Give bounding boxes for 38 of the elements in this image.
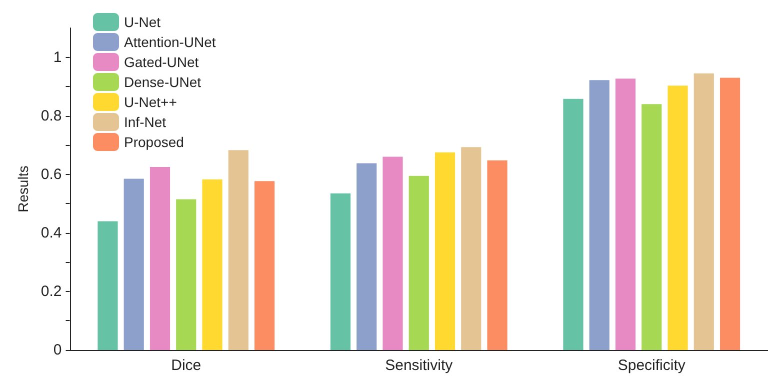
bar xyxy=(176,199,196,350)
y-tick-label: 0.4 xyxy=(40,224,62,242)
bar xyxy=(487,160,508,350)
legend-label: Inf-Net xyxy=(124,114,166,130)
legend-label: Proposed xyxy=(124,134,184,150)
x-tick-label: Dice xyxy=(171,357,202,374)
y-axis-title: Results xyxy=(15,166,31,212)
y-tick-label: 0 xyxy=(53,342,62,358)
bar xyxy=(589,80,610,350)
legend-label: Dense-UNet xyxy=(124,74,202,90)
bar xyxy=(615,78,636,350)
bar xyxy=(356,163,377,350)
legend-label: U-Net xyxy=(124,14,161,30)
y-tick-label: 1 xyxy=(53,48,62,66)
bar xyxy=(642,104,662,350)
bar xyxy=(228,150,248,350)
x-tick-label: Sensitivity xyxy=(385,357,454,374)
bar xyxy=(668,86,688,350)
bar xyxy=(694,73,714,350)
x-tick-label: Specificity xyxy=(618,357,686,374)
bar xyxy=(434,152,456,350)
legend-label: U-Net++ xyxy=(124,94,177,110)
bar xyxy=(563,98,584,350)
bar xyxy=(382,156,403,350)
bar xyxy=(124,178,144,350)
bar xyxy=(98,221,118,350)
bar xyxy=(150,167,170,350)
legend-label: Gated-UNet xyxy=(124,54,199,70)
bar xyxy=(461,147,482,350)
bar xyxy=(330,193,351,350)
y-tick-label: 0.2 xyxy=(40,282,62,300)
bar xyxy=(202,179,222,350)
y-tick-label: 0.8 xyxy=(40,107,62,124)
bar xyxy=(720,78,740,350)
legend-label: Attention-UNet xyxy=(124,34,216,50)
bar xyxy=(254,181,275,350)
y-tick-label: 0.6 xyxy=(40,166,62,183)
bar xyxy=(408,176,429,350)
